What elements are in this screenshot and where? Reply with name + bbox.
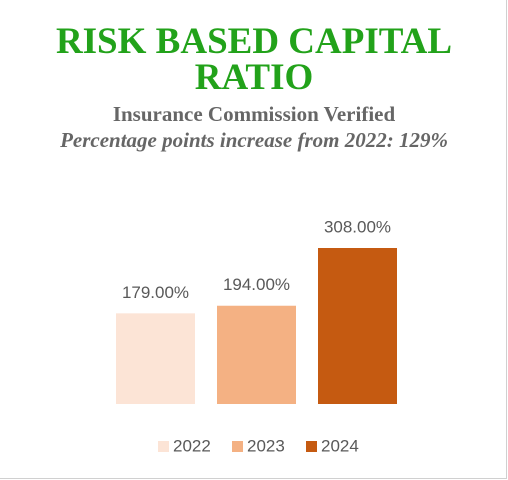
bar: [217, 305, 296, 404]
legend-swatch: [158, 441, 169, 452]
bar: [116, 313, 195, 404]
chart-title: RISK BASED CAPITAL RATIO: [55, 21, 453, 98]
legend-label: 2024: [321, 436, 359, 455]
bar: [318, 248, 397, 404]
chart-subtitle: Insurance Commission Verified: [112, 102, 396, 126]
subtitle-block: Insurance Commission Verified Percentage…: [40, 101, 468, 153]
legend-swatch: [232, 441, 243, 452]
data-label: 194.00%: [223, 275, 290, 294]
data-label: 308.00%: [324, 217, 391, 236]
legend-label: 2023: [247, 436, 285, 455]
data-label: 179.00%: [122, 283, 189, 302]
annotation: Percentage points increase from 2022: 12…: [60, 128, 448, 152]
legend-label: 2022: [173, 436, 211, 455]
legend-swatch: [306, 441, 317, 452]
